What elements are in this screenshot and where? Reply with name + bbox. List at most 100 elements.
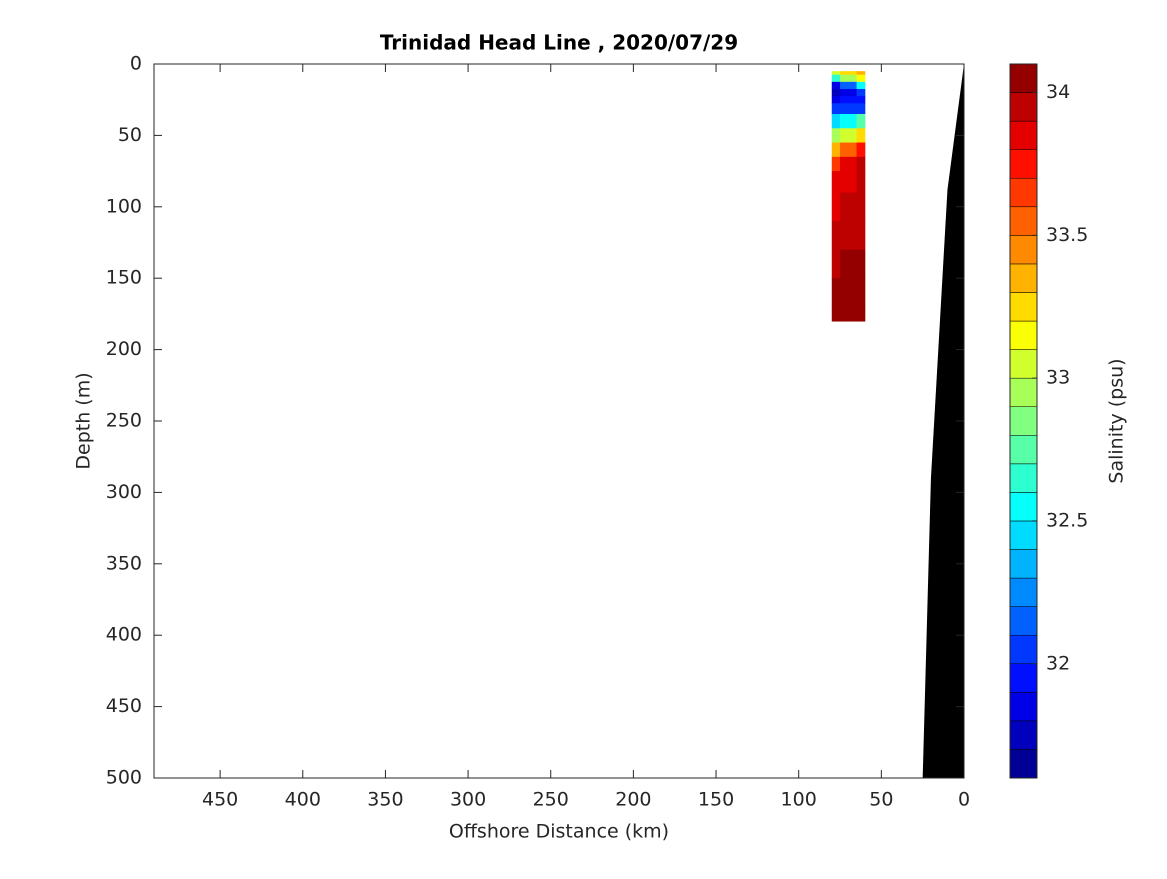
salinity-cell	[831, 249, 841, 279]
salinity-cell	[831, 171, 841, 194]
salinity-cell	[856, 103, 866, 115]
colorbar-band	[1009, 692, 1038, 722]
salinity-cell	[831, 221, 841, 251]
colorbar-band	[1009, 235, 1038, 265]
salinity-cell	[856, 192, 866, 222]
salinity-cell	[831, 306, 841, 322]
colorbar-band	[1009, 549, 1038, 579]
colorbar-tick-label: 32	[1046, 652, 1070, 674]
colorbar-label: Salinity (psu)	[1106, 358, 1128, 483]
y-tick-label: 100	[106, 195, 142, 217]
salinity-cell	[856, 306, 866, 322]
x-tick-label: 450	[202, 789, 238, 811]
salinity-cell	[831, 156, 841, 172]
y-axis-label: Depth (m)	[73, 372, 95, 469]
salinity-cell	[840, 306, 858, 322]
colorbar-band	[1009, 663, 1038, 693]
salinity-cell	[840, 81, 858, 90]
colorbar-band	[1009, 435, 1038, 465]
colorbar-band	[1009, 406, 1038, 436]
y-tick-label: 50	[118, 124, 142, 146]
x-tick-label: 50	[869, 789, 893, 811]
salinity-cell	[831, 113, 841, 129]
colorbar-band	[1009, 377, 1038, 407]
colorbar-tick-label: 34	[1046, 81, 1070, 103]
colorbar-band	[1009, 349, 1038, 379]
salinity-cell	[856, 221, 866, 251]
y-tick-label: 300	[106, 481, 142, 503]
salinity-cell	[831, 81, 841, 90]
salinity-cell	[840, 278, 858, 308]
salinity-cell	[840, 171, 858, 194]
y-tick-label: 150	[106, 267, 142, 289]
salinity-cell	[831, 88, 841, 97]
colorbar-band	[1009, 606, 1038, 636]
bathymetry	[922, 64, 964, 778]
salinity-cell	[856, 81, 866, 90]
salinity-cell	[831, 192, 841, 222]
salinity-cell	[856, 96, 866, 104]
colorbar-frame	[1009, 63, 1038, 779]
salinity-cell	[840, 249, 858, 279]
salinity-cell	[840, 103, 858, 115]
x-tick-label: 400	[285, 789, 321, 811]
colorbar-band	[1009, 463, 1038, 493]
x-tick-label: 0	[958, 789, 970, 811]
colorbar-band	[1009, 63, 1038, 93]
colorbar-band	[1009, 320, 1038, 350]
salinity-cell	[831, 278, 841, 308]
salinity-cell	[856, 278, 866, 308]
x-tick-label: 350	[367, 789, 403, 811]
colorbar-band	[1009, 177, 1038, 208]
colorbar-band	[1009, 492, 1038, 522]
x-axis-label: Offshore Distance (km)	[449, 821, 669, 843]
x-tick-label: 300	[450, 789, 486, 811]
x-tick-label: 150	[698, 789, 734, 811]
chart-title: Trinidad Head Line , 2020/07/29	[380, 31, 738, 55]
colorbar-band	[1009, 149, 1038, 179]
x-tick-label: 200	[615, 789, 651, 811]
y-tick-label: 450	[106, 695, 142, 717]
salinity-cell	[840, 88, 858, 97]
salinity-cell	[831, 74, 841, 83]
salinity-cell	[840, 142, 858, 158]
salinity-cell	[856, 88, 866, 97]
salinity-cell	[831, 128, 841, 144]
x-tick-label: 100	[781, 789, 817, 811]
colorbar-tick-label: 33	[1046, 367, 1070, 389]
salinity-cell	[831, 71, 841, 76]
y-tick-label: 200	[106, 338, 142, 360]
salinity-cell	[831, 142, 841, 158]
salinity-cell	[840, 71, 858, 76]
salinity-cell	[840, 74, 858, 83]
colorbar-band	[1009, 292, 1038, 322]
salinity-cell	[831, 96, 841, 104]
colorbar-band	[1009, 263, 1038, 293]
salinity-cell	[831, 103, 841, 115]
colorbar-band	[1009, 749, 1038, 779]
colorbar-tick-label: 32.5	[1046, 509, 1088, 531]
salinity-cell	[856, 249, 866, 279]
colorbar-band	[1009, 634, 1038, 665]
colorbar-band	[1009, 720, 1038, 750]
salinity-cell	[856, 171, 866, 194]
salinity-cell	[840, 192, 858, 222]
y-tick-label: 0	[130, 53, 142, 75]
y-tick-label: 250	[106, 410, 142, 432]
colorbar-tick-label: 33.5	[1046, 224, 1088, 246]
salinity-cell	[856, 156, 866, 172]
salinity-cell	[856, 142, 866, 158]
salinity-cell	[856, 74, 866, 83]
colorbar-band	[1009, 120, 1038, 150]
colorbar-band	[1009, 206, 1038, 236]
salinity-cell	[840, 221, 858, 251]
y-tick-label: 400	[106, 624, 142, 646]
salinity-cell	[840, 128, 858, 144]
salinity-cell	[840, 113, 858, 129]
y-tick-label: 500	[106, 767, 142, 789]
salinity-cell	[856, 71, 866, 76]
y-tick-label: 350	[106, 552, 142, 574]
salinity-cell	[856, 113, 866, 129]
salinity-cell	[840, 156, 858, 172]
